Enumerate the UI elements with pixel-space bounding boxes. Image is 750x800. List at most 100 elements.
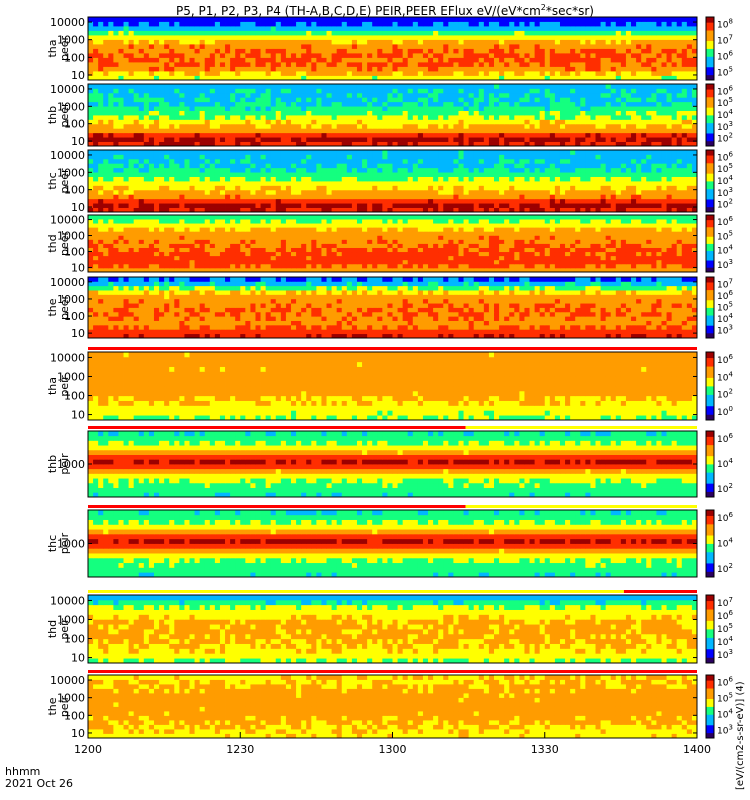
spectrogram-cell xyxy=(407,158,414,164)
spectrogram-cell xyxy=(351,115,358,120)
spectrogram-cell xyxy=(169,154,175,160)
spectrogram-cell xyxy=(651,21,657,27)
spectrogram-cell xyxy=(260,30,267,36)
spectrogram-cell xyxy=(595,71,601,76)
spectrogram-cell xyxy=(691,26,698,31)
spectrogram-cell xyxy=(590,26,596,31)
spectrogram-cell xyxy=(448,198,454,204)
spectrogram-cell xyxy=(681,35,688,40)
spectrogram-cell xyxy=(494,92,500,98)
spectrogram-cell xyxy=(509,66,515,72)
spectrogram-cell xyxy=(382,30,388,36)
spectrogram-cell xyxy=(235,39,241,45)
spectrogram-cell xyxy=(453,92,459,98)
spectrogram-cell xyxy=(417,30,424,36)
spectrogram-cell xyxy=(483,66,490,72)
spectrogram-cell xyxy=(631,163,637,169)
spectrogram-cell xyxy=(275,92,282,98)
spectrogram-cell xyxy=(88,198,94,204)
spectrogram-cell xyxy=(478,158,485,164)
spectrogram-cell xyxy=(351,194,358,200)
spectrogram-cell xyxy=(331,181,338,186)
spectrogram-cell xyxy=(148,119,155,125)
spectrogram-cell xyxy=(691,176,698,182)
spectrogram-cell xyxy=(270,132,277,138)
spectrogram-cell xyxy=(529,198,536,204)
spectrogram-cell xyxy=(204,115,211,120)
spectrogram-cell xyxy=(118,141,124,147)
spectrogram-cell xyxy=(93,92,99,98)
spectrogram-cell xyxy=(570,48,576,54)
spectrogram-cell xyxy=(422,106,429,111)
spectrogram-cell xyxy=(417,21,424,27)
spectrogram-cell xyxy=(605,48,612,54)
spectrogram-cell xyxy=(316,203,322,208)
spectrogram-cell xyxy=(595,167,601,173)
spectrogram-cell xyxy=(463,115,470,120)
spectrogram-cell xyxy=(641,30,647,36)
spectrogram-cell xyxy=(382,115,388,120)
spectrogram-cell xyxy=(189,176,195,182)
spectrogram-cell xyxy=(225,141,231,147)
spectrogram-cell xyxy=(402,194,409,200)
spectrogram-cell xyxy=(443,75,449,81)
spectrogram-cell xyxy=(463,176,470,182)
spectrogram-cell xyxy=(580,84,586,89)
spectrogram-cell xyxy=(524,101,530,107)
spectrogram-cell xyxy=(169,39,175,45)
spectrogram-cell xyxy=(559,132,566,138)
spectrogram-cell xyxy=(184,198,190,204)
spectrogram-cell xyxy=(641,185,647,191)
spectrogram-cell xyxy=(159,154,165,160)
spectrogram-cell xyxy=(514,57,520,63)
spectrogram-cell xyxy=(554,71,561,76)
spectrogram-cell xyxy=(179,53,185,58)
spectrogram-cell xyxy=(153,57,160,63)
spectrogram-cell xyxy=(118,203,124,208)
spectrogram-cell xyxy=(93,203,99,208)
spectrogram-cell xyxy=(691,137,698,142)
spectrogram-cell xyxy=(458,35,464,40)
spectrogram-cell xyxy=(433,97,439,103)
spectrogram-cell xyxy=(575,185,581,191)
spectrogram-cell xyxy=(636,119,642,125)
spectrogram-cell xyxy=(133,163,140,169)
spectrogram-cell xyxy=(285,158,292,164)
spectrogram-cell xyxy=(301,39,307,45)
spectrogram-cell xyxy=(422,26,429,31)
spectrogram-cell xyxy=(529,154,536,160)
spectrogram-cell xyxy=(367,207,373,213)
spectrogram-cell xyxy=(301,71,307,76)
spectrogram-cell xyxy=(133,88,140,94)
spectrogram-cell xyxy=(148,92,155,98)
spectrogram-cell xyxy=(296,84,302,89)
spectrogram-cell xyxy=(402,167,409,173)
spectrogram-cell xyxy=(321,181,327,186)
spectrogram-cell xyxy=(372,92,378,98)
spectrogram-cell xyxy=(336,203,343,208)
spectrogram-cell xyxy=(230,123,236,129)
spectrogram-cell xyxy=(600,21,607,27)
spectrogram-cell xyxy=(377,176,383,182)
spectrogram-cell xyxy=(570,35,576,40)
spectrogram-cell xyxy=(103,44,109,49)
spectrogram-cell xyxy=(509,17,515,22)
spectrogram-cell xyxy=(255,115,261,120)
spectrogram-cell xyxy=(301,203,307,208)
spectrogram-cell xyxy=(356,84,363,89)
spectrogram-cell xyxy=(453,44,459,49)
spectrogram-cell xyxy=(570,198,576,204)
spectrogram-cell xyxy=(270,84,277,89)
spectrogram-cell xyxy=(585,115,591,120)
spectrogram-cell xyxy=(605,185,612,191)
spectrogram-cell xyxy=(225,119,231,125)
spectrogram-cell xyxy=(453,163,459,169)
spectrogram-cell xyxy=(433,26,439,31)
spectrogram-cell xyxy=(291,141,297,147)
spectrogram-cell xyxy=(311,154,317,160)
spectrogram-cell xyxy=(138,71,145,76)
spectrogram-cell xyxy=(631,88,637,94)
spectrogram-cell xyxy=(235,35,241,40)
spectrogram-cell xyxy=(417,189,424,195)
